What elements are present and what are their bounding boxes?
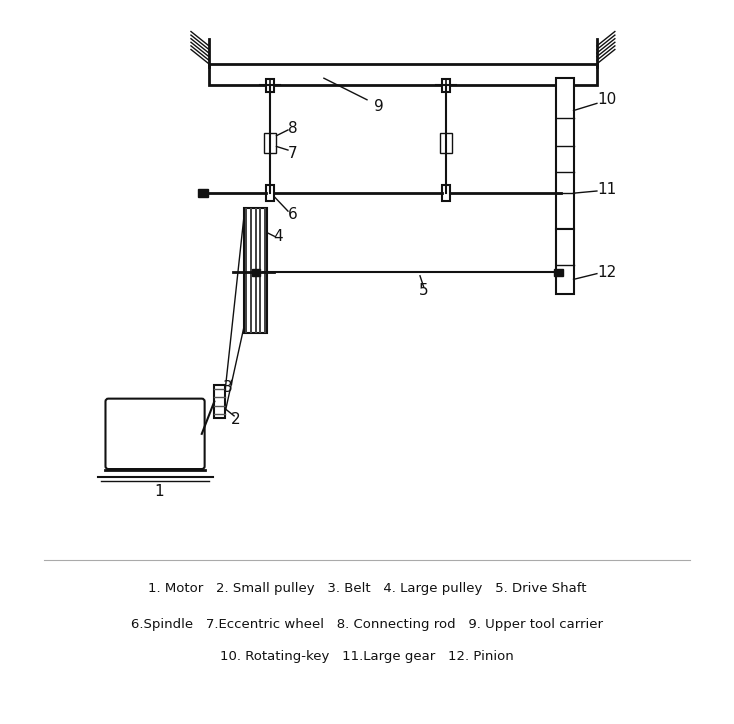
Text: 11: 11 <box>597 182 616 197</box>
Text: 7: 7 <box>288 146 297 161</box>
Bar <box>244 208 267 333</box>
Text: 1. Motor   2. Small pulley   3. Belt   4. Large pulley   5. Drive Shaft: 1. Motor 2. Small pulley 3. Belt 4. Larg… <box>148 582 586 595</box>
Bar <box>556 78 573 229</box>
FancyBboxPatch shape <box>106 399 205 469</box>
Bar <box>440 132 452 153</box>
Text: 10. Rotating-key   11.Large gear   12. Pinion: 10. Rotating-key 11.Large gear 12. Pinio… <box>220 650 514 663</box>
Bar <box>252 269 260 276</box>
Bar <box>245 209 247 332</box>
Text: 1: 1 <box>154 484 164 499</box>
Text: 6: 6 <box>288 207 298 222</box>
Text: 8: 8 <box>288 121 297 136</box>
Text: 9: 9 <box>374 99 384 114</box>
Bar <box>559 189 568 197</box>
Text: 10: 10 <box>597 92 616 107</box>
Bar <box>264 209 266 332</box>
Bar <box>554 269 563 276</box>
Bar <box>442 185 451 201</box>
Bar <box>266 185 275 201</box>
Bar <box>214 385 225 418</box>
Bar <box>209 64 597 85</box>
Text: 12: 12 <box>597 265 616 279</box>
Text: 4: 4 <box>273 229 283 244</box>
Text: 6.Spindle   7.Eccentric wheel   8. Connecting rod   9. Upper tool carrier: 6.Spindle 7.Eccentric wheel 8. Connectin… <box>131 618 603 631</box>
Bar <box>198 189 208 197</box>
Bar <box>442 79 451 92</box>
Text: 2: 2 <box>230 412 240 427</box>
Bar <box>556 229 573 294</box>
Text: 3: 3 <box>222 379 233 395</box>
Bar <box>255 269 264 276</box>
Bar <box>255 209 257 332</box>
Bar <box>264 132 277 153</box>
Text: 5: 5 <box>419 282 429 298</box>
Bar <box>259 209 261 332</box>
Bar <box>250 209 252 332</box>
Bar <box>266 79 275 92</box>
